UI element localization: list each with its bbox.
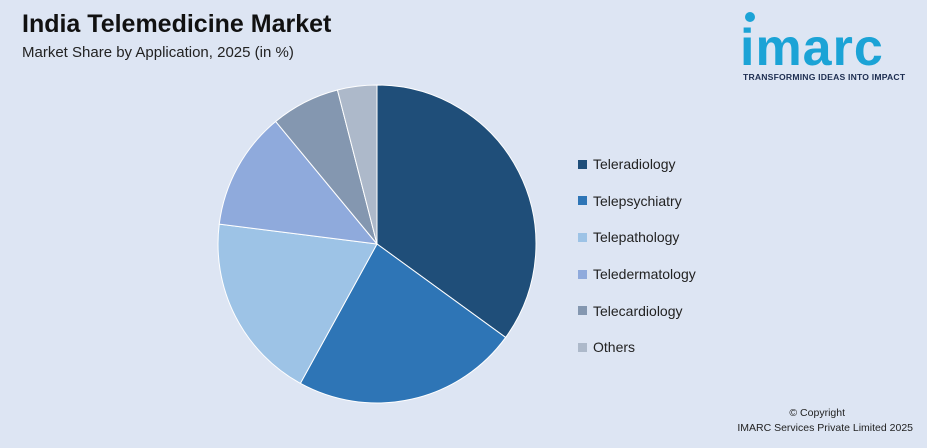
- legend-label: Telepathology: [593, 229, 680, 246]
- pie-slice-telepathology: [217, 223, 378, 385]
- legend-item-teleradiology: Teleradiology: [578, 146, 696, 183]
- legend-swatch: [578, 196, 587, 206]
- chart-subtitle: Market Share by Application, 2025 (in %): [22, 44, 294, 61]
- legend-item-teledermatology: Teledermatology: [578, 256, 696, 293]
- legend-label: Others: [593, 339, 636, 356]
- chart-title: India Telemedicine Market: [22, 10, 332, 38]
- pie-slice-telepsychiatry: [299, 243, 507, 404]
- pie-slice-others: [336, 84, 378, 245]
- copyright-notice: © Copyright IMARC Services Private Limit…: [737, 406, 913, 436]
- legend-swatch: [578, 232, 587, 242]
- legend-item-telepsychiatry: Telepsychiatry: [578, 183, 696, 220]
- chart-legend: Teleradiology Telepsychiatry Telepathology…: [578, 146, 696, 366]
- legend-swatch: [578, 269, 587, 279]
- legend-swatch: [578, 306, 587, 316]
- imarc-logo-mark: imarc: [740, 12, 884, 72]
- copyright-company: IMARC Services Private Limited 2025: [737, 422, 913, 434]
- pie-slice-teledermatology: [218, 120, 379, 245]
- legend-item-telepathology: Telepathology: [578, 219, 696, 256]
- logo-wordmark: imarc: [740, 19, 884, 72]
- logo-tagline: TRANSFORMING IDEAS INTO IMPACT: [743, 72, 906, 82]
- legend-swatch: [578, 159, 587, 169]
- legend-label: Teleradiology: [593, 156, 676, 173]
- legend-item-telecardiology: Telecardiology: [578, 292, 696, 329]
- copyright-line: © Copyright: [789, 407, 845, 419]
- legend-label: Telecardiology: [593, 302, 683, 319]
- legend-label: Teledermatology: [593, 266, 696, 283]
- legend-swatch: [578, 342, 587, 352]
- imarc-logo: imarc: [740, 8, 922, 88]
- pie-slice-teleradiology: [376, 84, 537, 339]
- legend-item-others: Others: [578, 329, 696, 366]
- legend-label: Telepsychiatry: [593, 192, 682, 209]
